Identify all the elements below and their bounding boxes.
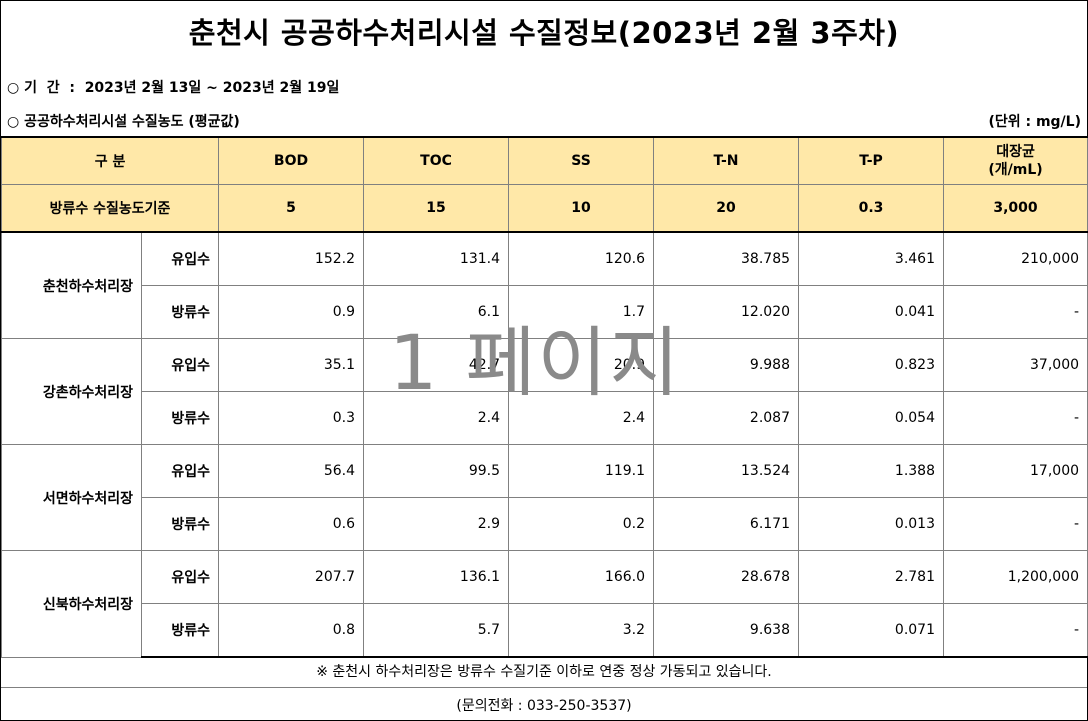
cell-ss: 119.1: [508, 444, 655, 498]
cell-tn: 6.171: [653, 497, 800, 551]
cell-tn: 12.020: [653, 285, 800, 339]
cell-toc: 131.4: [363, 231, 510, 286]
table-header-row: 구 분 BOD TOC SS T-N T-P 대장균 (개/mL): [0, 136, 1088, 185]
table-row: 신북하수처리장 유입수 207.7 136.1 166.0 28.678 2.7…: [1, 550, 1088, 658]
cell-toc: 5.7: [363, 603, 510, 658]
table-row: 방류수 0.3 2.4 2.4 2.087 0.054 -: [2, 391, 1088, 445]
table-row: 춘천하수처리장 유입수 152.2 131.4 120.6 38.785 3.4…: [1, 231, 1088, 339]
cell-bod: 35.1: [218, 338, 365, 392]
cell-ss: 3.2: [508, 603, 655, 658]
water-type: 유입수: [140, 550, 220, 604]
plant-name: 신북하수처리장: [1, 550, 142, 658]
cell-coliform: 37,000: [943, 338, 1088, 392]
cell-coliform: -: [943, 603, 1088, 658]
cell-coliform: -: [943, 391, 1088, 445]
cell-tp: 2.781: [798, 550, 945, 604]
header-coliform-line2: (개/mL): [988, 162, 1043, 178]
footer-note: ※ 춘천시 하수처리장은 방류수 수질기준 이하로 연중 정상 가동되고 있습니…: [316, 664, 772, 680]
header-category: 구 분: [0, 136, 220, 185]
standard-tp: 0.3: [798, 184, 945, 233]
table-row: 방류수 0.8 5.7 3.2 9.638 0.071 -: [2, 603, 1088, 658]
cell-bod: 0.6: [218, 497, 365, 551]
cell-bod: 152.2: [218, 231, 365, 286]
header-ss: SS: [508, 136, 655, 185]
cell-ss: 20.9: [508, 338, 655, 392]
cell-tn: 2.087: [653, 391, 800, 445]
cell-toc: 136.1: [363, 550, 510, 604]
standard-toc: 15: [363, 184, 510, 233]
header-coliform: 대장균 (개/mL): [943, 136, 1088, 185]
water-type: 유입수: [140, 231, 220, 286]
unit-label: (단위 : mg/L): [988, 114, 1081, 130]
water-type: 방류수: [140, 391, 220, 445]
plant-name: 춘천하수처리장: [1, 231, 142, 339]
cell-coliform: 1,200,000: [943, 550, 1088, 604]
cell-coliform: 17,000: [943, 444, 1088, 498]
cell-tn: 13.524: [653, 444, 800, 498]
water-type: 유입수: [140, 338, 220, 392]
cell-ss: 166.0: [508, 550, 655, 604]
table-row: 방류수 0.9 6.1 1.7 12.020 0.041 -: [2, 285, 1088, 339]
standard-coliform: 3,000: [943, 184, 1088, 233]
cell-bod: 0.8: [218, 603, 365, 658]
cell-tp: 3.461: [798, 231, 945, 286]
cell-toc: 42.7: [363, 338, 510, 392]
cell-tn: 9.988: [653, 338, 800, 392]
water-type: 방류수: [140, 285, 220, 339]
cell-coliform: 210,000: [943, 231, 1088, 286]
cell-tn: 38.785: [653, 231, 800, 286]
cell-bod: 207.7: [218, 550, 365, 604]
contact-line: (문의전화 : 033-250-3537): [456, 698, 632, 714]
cell-tp: 0.041: [798, 285, 945, 339]
cell-tp: 1.388: [798, 444, 945, 498]
page-title: 춘천시 공공하수처리시설 수질정보(2023년 2월 3주차): [188, 16, 900, 50]
cell-toc: 6.1: [363, 285, 510, 339]
header-bod: BOD: [218, 136, 365, 185]
plant-name: 서면하수처리장: [1, 444, 142, 551]
plant-name: 강촌하수처리장: [1, 338, 142, 445]
water-type: 유입수: [140, 444, 220, 498]
cell-bod: 0.3: [218, 391, 365, 445]
cell-tp: 0.054: [798, 391, 945, 445]
cell-ss: 0.2: [508, 497, 655, 551]
standard-tn: 20: [653, 184, 800, 233]
cell-tn: 28.678: [653, 550, 800, 604]
cell-coliform: -: [943, 497, 1088, 551]
header-coliform-line1: 대장균: [996, 144, 1035, 160]
cell-coliform: -: [943, 285, 1088, 339]
section-line: ○ 공공하수처리시설 수질농도 (평균값): [7, 114, 240, 130]
header-tp: T-P: [798, 136, 945, 185]
footer-divider: [1, 687, 1087, 688]
table-row: 강촌하수처리장 유입수 35.1 42.7 20.9 9.988 0.823 3…: [1, 338, 1088, 445]
standard-label: 방류수 수질농도기준: [0, 184, 220, 233]
cell-toc: 2.4: [363, 391, 510, 445]
water-quality-table: 구 분 BOD TOC SS T-N T-P 대장균 (개/mL) 방류수 수질…: [0, 136, 1088, 658]
cell-ss: 120.6: [508, 231, 655, 286]
water-type: 방류수: [140, 603, 220, 658]
cell-toc: 99.5: [363, 444, 510, 498]
standard-row: 방류수 수질농도기준 5 15 10 20 0.3 3,000: [0, 184, 1088, 233]
table-row: 서면하수처리장 유입수 56.4 99.5 119.1 13.524 1.388…: [1, 444, 1088, 551]
cell-tn: 9.638: [653, 603, 800, 658]
header-tn: T-N: [653, 136, 800, 185]
cell-ss: 1.7: [508, 285, 655, 339]
table-row: 방류수 0.6 2.9 0.2 6.171 0.013 -: [2, 497, 1088, 551]
standard-bod: 5: [218, 184, 365, 233]
standard-ss: 10: [508, 184, 655, 233]
cell-bod: 56.4: [218, 444, 365, 498]
period-line: ○ 기 간 : 2023년 2월 13일 ~ 2023년 2월 19일: [7, 80, 340, 96]
cell-tp: 0.071: [798, 603, 945, 658]
cell-tp: 0.823: [798, 338, 945, 392]
cell-tp: 0.013: [798, 497, 945, 551]
cell-ss: 2.4: [508, 391, 655, 445]
water-type: 방류수: [140, 497, 220, 551]
cell-bod: 0.9: [218, 285, 365, 339]
header-toc: TOC: [363, 136, 510, 185]
cell-toc: 2.9: [363, 497, 510, 551]
